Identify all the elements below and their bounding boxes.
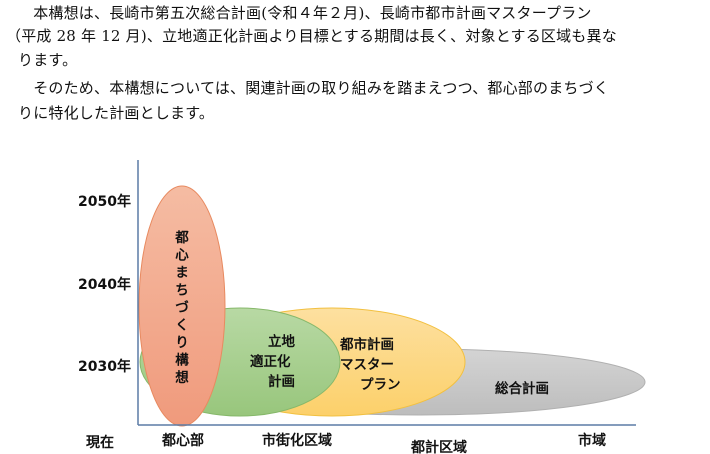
toshin-label-char: ま (175, 265, 189, 281)
paragraph-line: ります。 (18, 51, 78, 69)
ricchi-label-3: 計画 (268, 373, 295, 390)
paragraph-line: 本構想は、長崎市第五次総合計画(令和４年２月)、長崎市都市計画マスタープラン (18, 4, 592, 22)
x-label-toshinbu: 都心部 (161, 432, 204, 449)
master-plan-label-3: プラン (360, 377, 401, 393)
toshin-machizukuri-ellipse (138, 185, 226, 427)
toshin-label-char: 構 (175, 352, 189, 369)
y-label-2050: 2050年 (78, 193, 131, 210)
y-label-2030: 2030年 (78, 358, 131, 375)
paragraph-line: そのため、本構想については、関連計画の取り組みを踏まえつつ、都心部のまちづく (18, 79, 610, 97)
y-label-2040: 2040年 (78, 276, 131, 293)
toshin-label-char: 心 (175, 248, 189, 264)
ricchi-label-1: 立地 (268, 333, 295, 350)
toshin-label-char: り (175, 335, 189, 351)
ricchi-label-2: 適正化 (250, 353, 291, 370)
paragraph-line: （平成 28 年 12 月)、立地適正化計画より目標とする期間は長く、対象とする… (6, 27, 617, 45)
toshin-label-char: 都 (174, 230, 189, 246)
sogo-keikaku-label: 総合計画 (495, 380, 549, 397)
master-plan-label-1: 都市計画 (339, 336, 394, 353)
toshin-label-char: 想 (174, 369, 189, 386)
x-label-genzai: 現在 (86, 434, 114, 451)
x-label-shiiki: 市域 (578, 432, 606, 449)
x-label-shigaika: 市街化区域 (262, 432, 332, 449)
toshin-label-char: づ (175, 299, 189, 316)
x-label-tokei: 都計区域 (410, 439, 467, 454)
master-plan-label-2: マスター (340, 357, 394, 373)
paragraph-line: りに特化した計画とします。 (18, 104, 215, 122)
toshin-label-char: ち (175, 283, 189, 299)
toshin-label-char: く (175, 318, 189, 334)
